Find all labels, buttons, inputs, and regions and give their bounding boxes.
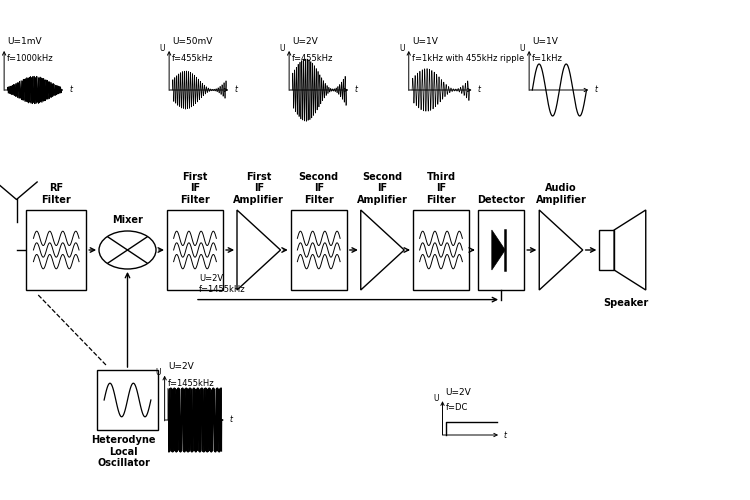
Text: f=1455kHz: f=1455kHz <box>168 378 214 388</box>
Text: t: t <box>478 86 481 94</box>
Text: Second
IF
Filter: Second IF Filter <box>298 172 339 205</box>
Text: Speaker: Speaker <box>604 298 649 308</box>
Text: f=455kHz: f=455kHz <box>172 54 214 63</box>
Text: First
IF
Amplifier: First IF Amplifier <box>233 172 284 205</box>
Text: U=50mV: U=50mV <box>172 37 213 46</box>
Text: f=1kHz with 455kHz ripple: f=1kHz with 455kHz ripple <box>413 54 524 63</box>
Text: f=1000kHz: f=1000kHz <box>8 54 54 63</box>
Text: U: U <box>155 368 160 377</box>
Bar <box>166 210 224 290</box>
Text: t: t <box>504 430 507 440</box>
Text: Mixer: Mixer <box>112 215 143 225</box>
Text: f=455kHz: f=455kHz <box>292 54 334 63</box>
Text: First
IF
Filter: First IF Filter <box>180 172 210 205</box>
Text: Detector: Detector <box>477 195 525 205</box>
Bar <box>97 370 158 430</box>
Text: U=2V: U=2V <box>446 388 471 397</box>
Text: t: t <box>230 416 232 424</box>
Bar <box>599 230 614 270</box>
Text: U: U <box>520 44 525 52</box>
Text: U: U <box>400 44 405 52</box>
Text: Heterodyne
Local
Oscillator: Heterodyne Local Oscillator <box>92 435 156 468</box>
Text: Audio
Amplifier: Audio Amplifier <box>536 184 586 205</box>
Text: f=DC: f=DC <box>446 404 468 412</box>
Text: U=1mV: U=1mV <box>8 37 42 46</box>
Text: t: t <box>234 86 237 94</box>
Text: Second
IF
Amplifier: Second IF Amplifier <box>357 172 408 205</box>
Text: U=1V: U=1V <box>413 37 438 46</box>
Text: U=1V: U=1V <box>532 37 558 46</box>
Bar <box>478 210 524 290</box>
Polygon shape <box>492 230 506 270</box>
Bar <box>291 210 346 290</box>
Text: U: U <box>280 44 285 52</box>
Text: t: t <box>354 86 357 94</box>
Text: U: U <box>160 44 165 52</box>
Text: U: U <box>433 394 439 403</box>
Text: t: t <box>594 86 597 94</box>
Text: t: t <box>69 86 72 94</box>
Bar <box>26 210 86 290</box>
Bar <box>413 210 470 290</box>
Text: U=2V
f=1455kHz: U=2V f=1455kHz <box>199 274 245 293</box>
Text: RF
Filter: RF Filter <box>41 184 71 205</box>
Text: f=1kHz: f=1kHz <box>532 54 563 63</box>
Text: Third
IF
Filter: Third IF Filter <box>426 172 456 205</box>
Text: U=2V: U=2V <box>292 37 318 46</box>
Text: U=2V: U=2V <box>168 362 194 372</box>
